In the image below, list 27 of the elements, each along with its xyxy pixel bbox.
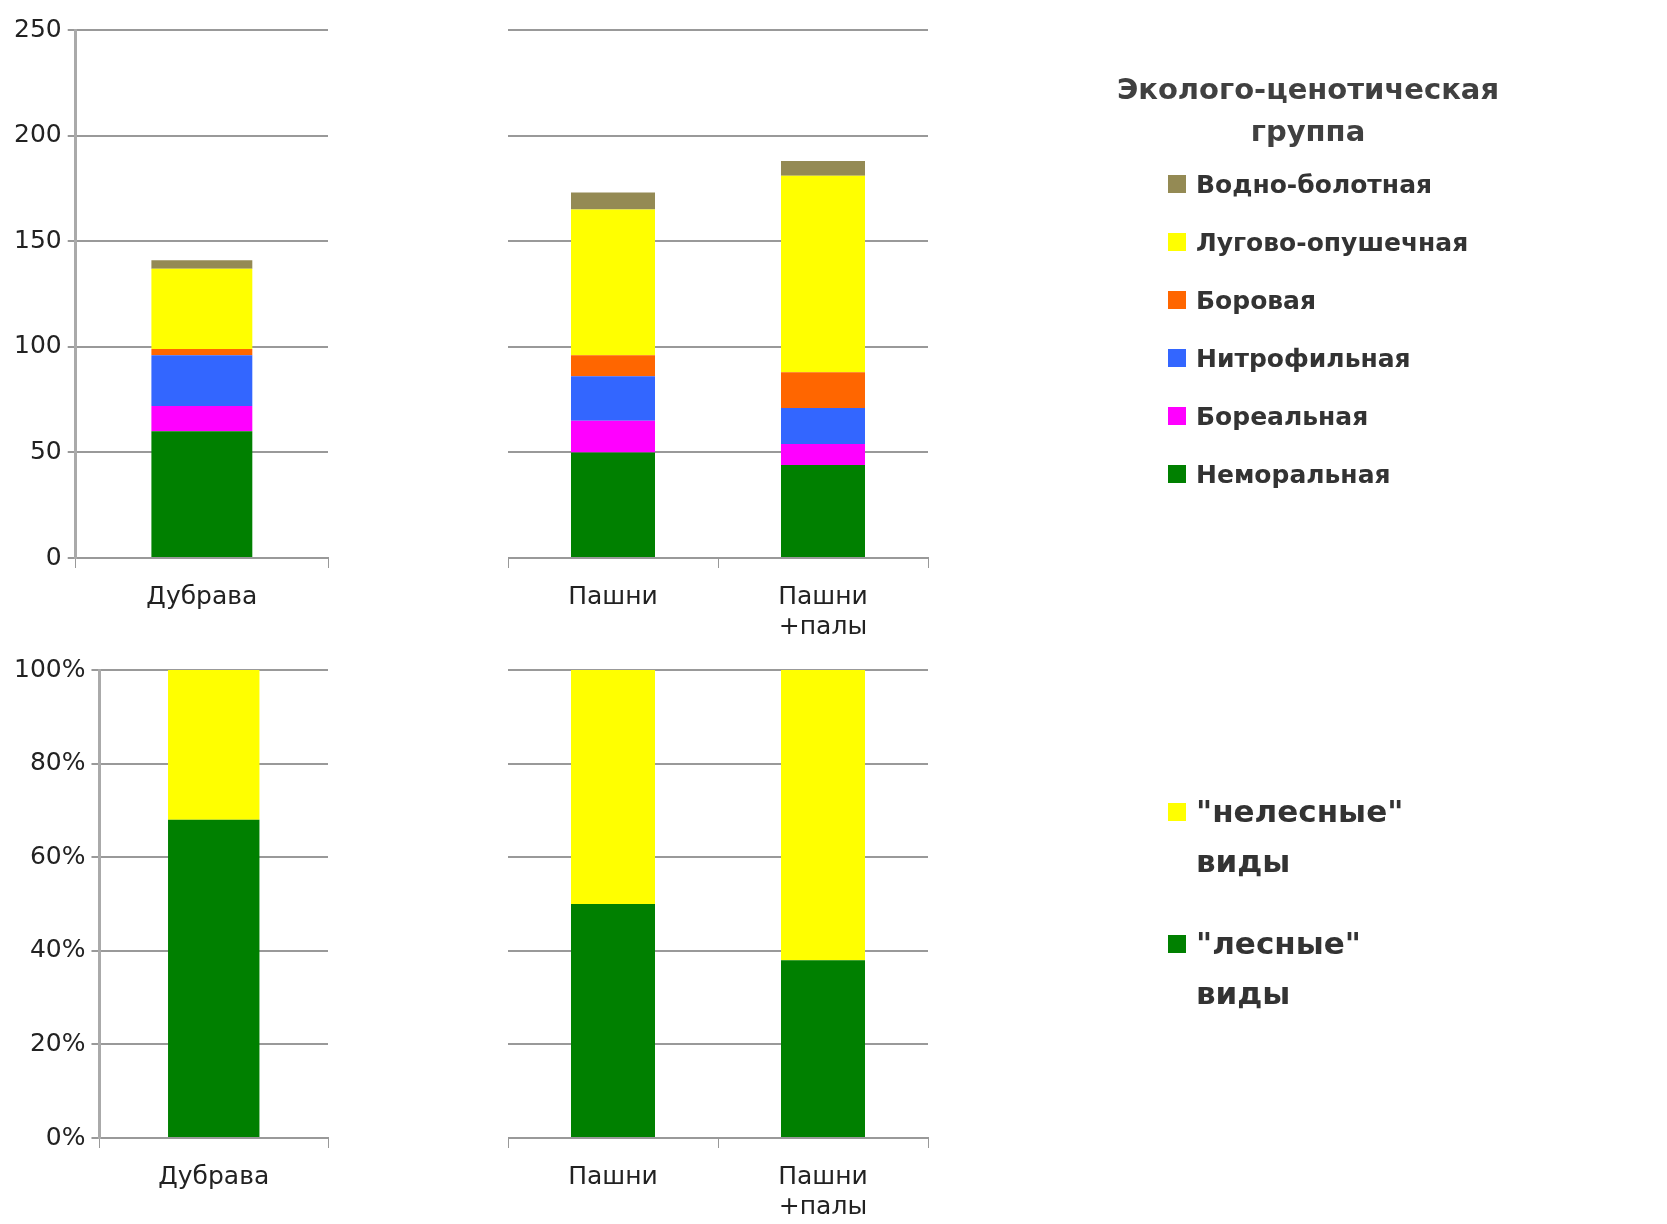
legend-label: Бореальная xyxy=(1196,402,1369,432)
x-tick-label: Пашни xyxy=(568,580,658,610)
y-tick-label: 0% xyxy=(45,1121,86,1151)
y-tick-label: 0 xyxy=(45,541,62,571)
legend-label: Водно-болотная xyxy=(1196,170,1433,200)
x-tick-label: Дубрава xyxy=(146,580,258,610)
y-tick-label: 60% xyxy=(29,840,86,870)
legend-label: Нитрофильная xyxy=(1196,344,1411,374)
legend-label: Лугово-опушечная xyxy=(1196,228,1469,258)
y-tick-label: 50 xyxy=(29,435,62,465)
x-tick-label: Дубрава xyxy=(158,1160,270,1190)
x-tick-label: Пашни +палы xyxy=(778,580,868,640)
y-tick-label: 100% xyxy=(13,653,86,683)
legend-label: Боровая xyxy=(1196,286,1317,316)
y-tick-label: 80% xyxy=(29,747,86,777)
legend-label: Неморальная xyxy=(1196,460,1391,490)
x-tick-label: Пашни +палы xyxy=(778,1160,868,1220)
legend-label: "лесные" виды xyxy=(1196,924,1362,1013)
legend-title: Эколого-ценотическая группа xyxy=(1115,71,1501,150)
legend-label: "нелесные" виды xyxy=(1196,792,1405,881)
y-tick-label: 200 xyxy=(14,119,62,149)
y-tick-label: 100 xyxy=(14,330,62,360)
y-tick-label: 250 xyxy=(14,13,62,43)
y-tick-label: 20% xyxy=(29,1027,86,1057)
x-tick-label: Пашни xyxy=(568,1160,658,1190)
y-tick-label: 150 xyxy=(14,224,62,254)
y-tick-label: 40% xyxy=(29,934,86,964)
